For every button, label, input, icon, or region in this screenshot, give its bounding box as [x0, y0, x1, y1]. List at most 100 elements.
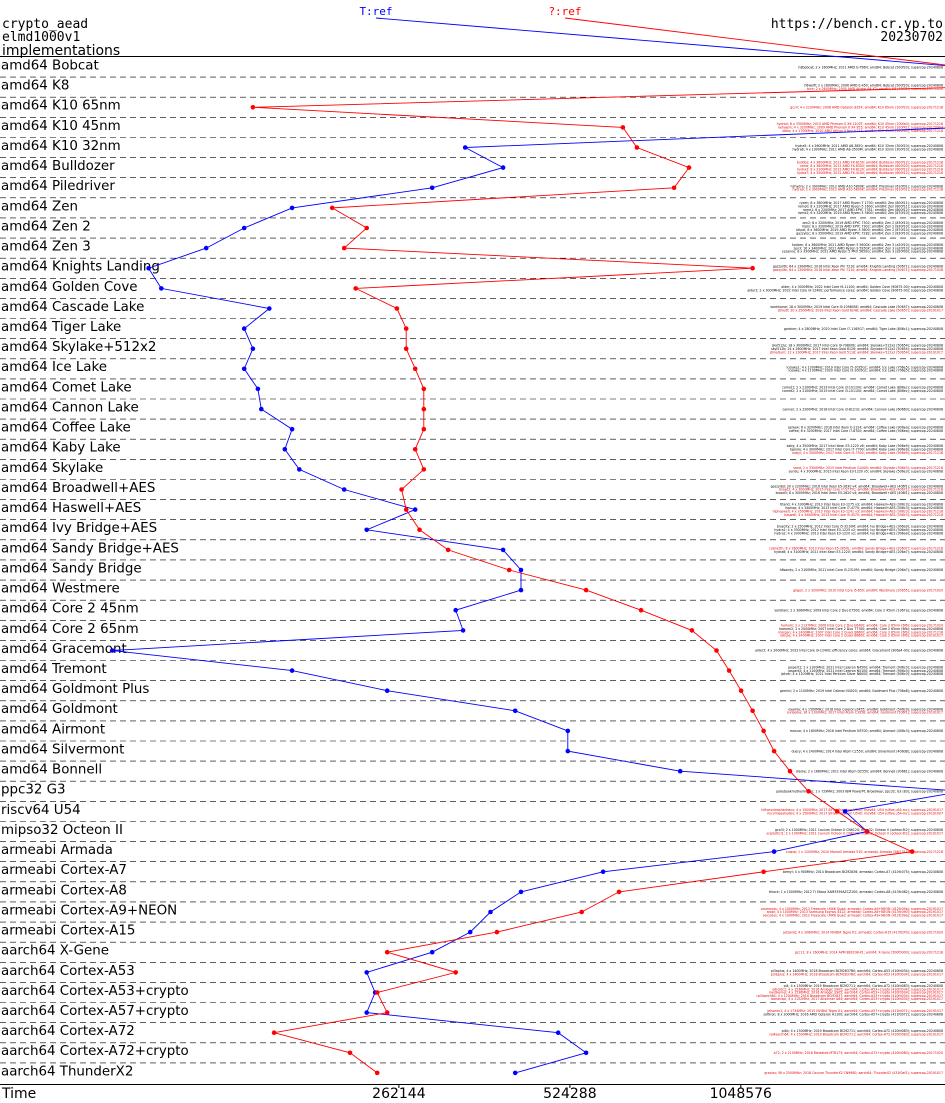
- machine-label: amd64 Goldmont Plus: [1, 682, 149, 697]
- machine-description: hamom2; 2 x 2000MHz; 2007 Intel Core 2 D…: [779, 627, 943, 631]
- series-qref-legend-label: ?:ref: [548, 5, 581, 18]
- machine-label: amd64 Coffee Lake: [1, 421, 131, 436]
- machine-description: bulldoz; 4 x 3600MHz; 2011 AMD FX-8150; …: [797, 161, 943, 165]
- machine-description: jetsontx1; 4 x 1734MHz; 2015 NVIDIA Tegr…: [766, 1009, 943, 1013]
- machine-label: amd64 Goldmont: [1, 702, 118, 717]
- machine-label: amd64 Gracemont: [1, 642, 127, 657]
- series-tref-point: [453, 607, 459, 613]
- machine-description: morgan; 4 x 2400MHz; 2007 Intel Core 2 Q…: [778, 630, 943, 634]
- machine-label: aarch64 Cortex-A53: [1, 964, 135, 979]
- machine-description: alder2; 4 x 2000MHz; 2022 Intel Core i9-…: [755, 649, 943, 653]
- header-url[interactable]: https://bench.cr.yp.to: [771, 17, 943, 32]
- machine-description: cobra2th; 8 x 2600MHz; 2013 Intel Xeon E…: [769, 546, 943, 550]
- series-tref-point: [518, 889, 524, 895]
- series-tref-legend-label: T:ref: [359, 5, 392, 18]
- series-qref-point: [384, 1010, 390, 1015]
- series-tref-point: [341, 487, 347, 492]
- x-tick-label: 1048576: [710, 1086, 772, 1102]
- series-qref-point: [412, 366, 418, 372]
- machine-description: jaspert2; 4 x 1100MHz; 2021 Intel Celero…: [787, 669, 943, 673]
- x-ticks: 262144 524288 1048576: [372, 1084, 772, 1102]
- series-tref-point: [565, 728, 571, 734]
- machine-description: ryzen; 8 x 3600MHz; 2017 AMD Ryzen 7 170…: [799, 201, 943, 205]
- machine-description: gazzyloc; 8 x 3500MHz; 2019 AMD EPYC 728…: [796, 231, 943, 235]
- series-tref-point: [241, 225, 247, 231]
- machine-description: jtmedf; 20 x 2500MHz; 2019 Intel Xeon Go…: [777, 308, 943, 312]
- series-qref-point: [374, 1070, 380, 1076]
- machine-description: jtmedium; 12 x 2300MHz; 2017 Intel Xeon …: [769, 350, 943, 354]
- series-tref-point: [500, 547, 506, 553]
- series-tref-point: [565, 748, 571, 754]
- machine-description: sunbelka; 16 x 2100MHz; 2017 Intel Atom …: [787, 711, 943, 715]
- series-qref-point: [726, 668, 732, 673]
- series-qref-point: [329, 205, 335, 211]
- machine-label: amd64 Haswell+AES: [1, 501, 141, 516]
- series-tref-point: [282, 447, 288, 452]
- machine-description: nehalem; 4 x 3200MHz; 2009 AMD Phenom II…: [778, 126, 943, 130]
- machine-description: arobi; 4 x 1000MHz; 2013 Samsung Exynos …: [767, 910, 943, 914]
- machine-label: amd64 Bobcat: [1, 59, 99, 74]
- series-qref-point: [761, 728, 766, 734]
- machine-description: jaspert1; 2 x 1100MHz; 2021 Intel Celero…: [787, 665, 943, 669]
- series-tref-leader: [375, 17, 945, 67]
- series-tref-point: [512, 1070, 518, 1076]
- series-qref-point: [384, 949, 390, 955]
- machine-label: aarch64 Cortex-A72+crypto: [1, 1044, 189, 1059]
- machine-description: oxamia; 4 x 1500MHz; 2016 Intel Celeron …: [788, 707, 943, 711]
- machine-label: ppc32 G3: [1, 783, 66, 798]
- series-tref-point: [250, 346, 256, 352]
- machine-label: amd64 Broadwell+AES: [1, 481, 155, 496]
- machine-label: amd64 Piledriver: [1, 179, 115, 194]
- machine-description: rome2; 6 x 3200MHz; 2019 AMD Ryzen 5 360…: [798, 211, 943, 215]
- machine-description: rpi3aarch64; 4 x 1200MHz; 2016 Broadcom …: [756, 994, 943, 998]
- machine-description: odroidc2; 4 x 1536MHz; 2016 Amlogic S905…: [772, 987, 943, 991]
- series-qref-point: [750, 265, 755, 271]
- machine-description: pi4b; 4 x 1500MHz; 2019 Broadcom BCM2711…: [782, 1029, 943, 1033]
- series-qref-point: [364, 225, 370, 231]
- series-tref-point: [512, 708, 518, 714]
- machine-description: alder; 4 x 3000MHz; 2022 Intel Core i9-1…: [781, 285, 943, 289]
- series-tref-point: [203, 245, 209, 251]
- series-tref-point: [159, 286, 164, 291]
- series-tref-point: [267, 306, 272, 311]
- machine-description: cosmarlas; 4 x 1000MHz; 2012 Freescale i…: [761, 907, 943, 911]
- series-tref-point: [289, 426, 295, 432]
- machine-description: latisse; 4 x 2400MHz; 2007 Intel Core 2 …: [780, 634, 943, 638]
- series-qref-point: [689, 628, 695, 633]
- series-qref-point: [583, 587, 589, 593]
- machine-description: bitpxl; 8 x 3600MHz; 2019 AMD Ryzen 5 36…: [796, 228, 943, 232]
- x-axis-label: Time: [1, 1086, 36, 1102]
- machine-label: amd64 Cascade Lake: [1, 300, 144, 315]
- series-tref-point: [518, 587, 524, 593]
- header-line-implementation: elmd1000v1: [2, 30, 80, 45]
- machine-description: a72; 2 x 2100MHz; 2016 Mediatek MT8173; …: [774, 1051, 943, 1055]
- series-qref-point: [394, 306, 400, 311]
- machine-label: amd64 Skylake+512x2: [1, 340, 156, 355]
- series-qref-point: [686, 165, 692, 170]
- machine-label: aarch64 Cortex-A53+crypto: [1, 984, 189, 999]
- series-qref-point: [506, 567, 512, 573]
- series-qref-point: [403, 507, 409, 512]
- machine-description: hydra5; 4 x 2600MHz; 2011 AMD A8-3850; a…: [795, 144, 943, 148]
- machine-description: hydra1; 4 x 3300MHz; 2012 Intel Xeon E3-…: [774, 528, 943, 532]
- machine-labels: amd64 Bobcat amd64 K8 amd64 K10 65nm amd64 …: [1, 59, 189, 1080]
- series-qref-leader: [564, 17, 945, 66]
- series-qref-point: [579, 909, 584, 915]
- machine-description: pokebookmotherimage; 1 x 729MHz; 2003 IB…: [776, 790, 943, 794]
- series-qref-point: [806, 789, 811, 794]
- machine-label: mipso32 Octeon II: [1, 823, 123, 838]
- series-tref-point: [255, 386, 261, 392]
- series-tref-point: [555, 1030, 561, 1035]
- machine-description: coffee; 6 x 3200MHz; 2017 Intel Core i7-…: [789, 429, 943, 433]
- series-tref-point: [677, 768, 683, 774]
- machine-description: pi3bplus; 4 x 1400MHz; 2018 Broadcom BCM…: [771, 972, 943, 976]
- machine-description: icelake1; 4 x 1300MHz; 2019 Intel Core i…: [786, 365, 943, 369]
- machine-label: amd64 K10 45nm: [1, 119, 121, 134]
- series-qref-point: [453, 970, 459, 975]
- series-tref-point: [518, 567, 524, 573]
- series-tref-point: [460, 628, 466, 633]
- machine-description: skyl512a; 18 x 3000MHz; 2017 Intel Core …: [772, 344, 943, 348]
- machine-label: amd64 Skylake: [1, 461, 103, 476]
- machine-label: aarch64 Cortex-A57+crypto: [1, 1004, 189, 1019]
- series-tref-point: [364, 1010, 370, 1015]
